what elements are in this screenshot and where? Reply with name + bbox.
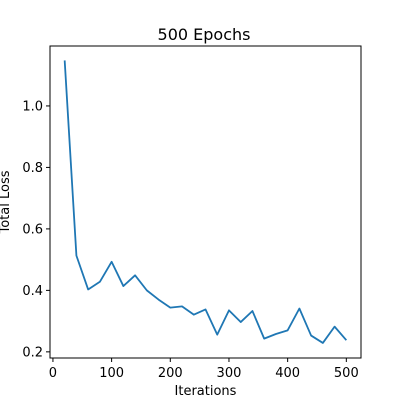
- x-tick-label: 0: [49, 366, 57, 381]
- x-axis-label: Iterations: [175, 384, 237, 399]
- y-tick-label: 0.2: [22, 345, 43, 360]
- y-tick-label: 1.0: [22, 99, 43, 114]
- y-tick-label: 0.6: [22, 222, 43, 237]
- series-line: [63, 60, 348, 344]
- ticks-layer: 0 100 200 300 400 500 0.2 0.4 0.6 0.8 1.0: [22, 99, 358, 381]
- y-tick-label: 0.8: [22, 161, 43, 176]
- x-tick-label: 300: [217, 366, 242, 381]
- x-tick-label: 500: [334, 366, 359, 381]
- x-tick-label: 100: [99, 366, 124, 381]
- plot-frame: [49, 45, 362, 359]
- x-tick-label: 200: [158, 366, 183, 381]
- chart-title: 500 Epochs: [158, 25, 251, 44]
- plot-layer: [63, 60, 348, 344]
- y-axis-label: Total Loss: [0, 170, 13, 234]
- y-tick-label: 0.4: [22, 284, 43, 299]
- x-tick-label: 400: [275, 366, 300, 381]
